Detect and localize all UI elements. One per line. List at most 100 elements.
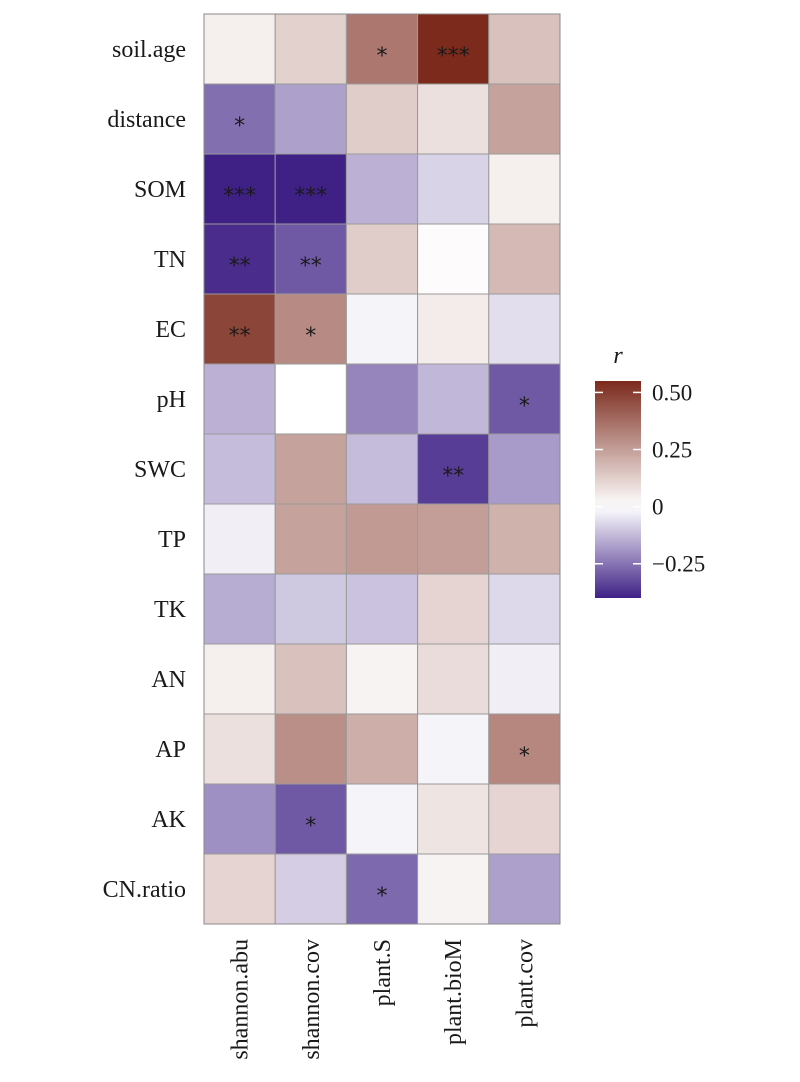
row-label: SWC: [134, 457, 186, 483]
column-label: plant.cov: [512, 939, 538, 1028]
heatmap-cell: [488, 783, 561, 855]
row-label: distance: [107, 107, 186, 133]
heatmap-cell: [203, 223, 276, 295]
heatmap-cell: [488, 433, 561, 505]
heatmap-cell: [203, 363, 276, 435]
heatmap-cell: [345, 643, 419, 715]
heatmap-cell: [417, 503, 490, 575]
significance-mark: ***: [223, 184, 256, 209]
heatmap-cell: [203, 573, 276, 645]
heatmap-cell: [345, 293, 419, 365]
heatmap-cell: [345, 713, 419, 785]
heatmap-cell: [203, 853, 276, 925]
heatmap-cell: [345, 363, 419, 435]
heatmap-cell: [488, 853, 561, 925]
row-label: soil.age: [112, 37, 186, 63]
column-labels: shannon.abu shannon.cov plant.S plant.bioM p…: [228, 939, 539, 1060]
significance-mark: *: [305, 324, 316, 349]
heatmap-cell: [274, 363, 347, 435]
heatmap-cell: [274, 713, 347, 785]
legend-tick-label: −0.25: [652, 552, 705, 577]
column-label: plant.S: [370, 939, 396, 1006]
heatmap-cell: [203, 433, 276, 505]
heatmap-cell: [203, 783, 276, 855]
significance-mark: ***: [437, 44, 470, 69]
heatmap-cell: [488, 223, 561, 295]
heatmap-cell: [274, 433, 347, 505]
heatmap-cell: [417, 713, 490, 785]
heatmap-cell: [345, 153, 419, 225]
heatmap-cell: [345, 783, 419, 855]
heatmap-cell: [417, 363, 490, 435]
heatmap-cell: [274, 853, 347, 925]
row-label: AP: [155, 737, 186, 763]
heatmap-cell: [203, 153, 276, 225]
significance-mark: *: [519, 744, 530, 769]
row-label: TP: [158, 527, 186, 553]
heatmap-cell: [203, 713, 276, 785]
significance-mark: *: [377, 884, 388, 909]
row-label: pH: [157, 387, 186, 413]
heatmap-cell: [203, 503, 276, 575]
heatmap-cell: [203, 13, 276, 85]
row-label: AN: [151, 667, 186, 693]
heatmap-cell: [203, 643, 276, 715]
heatmap-cell: [488, 503, 561, 575]
heatmap-cells: [203, 13, 561, 925]
column-label: shannon.cov: [299, 939, 325, 1060]
heatmap-cell: [488, 293, 561, 365]
heatmap-cell: [417, 83, 490, 155]
heatmap-cell: [345, 83, 419, 155]
heatmap-cell: [345, 503, 419, 575]
legend-tick-label: 0.25: [652, 438, 692, 463]
heatmap-cell: [417, 293, 490, 365]
heatmap-cell: [488, 643, 561, 715]
significance-mark: *: [377, 44, 388, 69]
heatmap-cell: [274, 573, 347, 645]
significance-mark: **: [300, 254, 322, 279]
heatmap-cell: [417, 223, 490, 295]
significance-mark: **: [229, 254, 251, 279]
significance-mark: *: [519, 394, 530, 419]
heatmap-cell: [345, 13, 419, 85]
row-label: TK: [154, 597, 187, 623]
significance-mark: *: [305, 814, 316, 839]
heatmap-cell: [488, 83, 561, 155]
column-label: shannon.abu: [228, 939, 254, 1060]
row-label: CN.ratio: [103, 877, 186, 903]
heatmap-cell: [488, 13, 561, 85]
heatmap-cell: [203, 83, 276, 155]
heatmap-cell: [345, 853, 419, 925]
heatmap-cell: [274, 503, 347, 575]
heatmap-cell: [417, 783, 490, 855]
significance-mark: **: [229, 324, 251, 349]
row-labels: soil.age distance SOM TN EC pH SWC TP TK AN AP AK CN…: [103, 37, 187, 903]
column-label: plant.bioM: [441, 939, 467, 1045]
heatmap-frame: [203, 13, 561, 925]
legend-tick-label: 0: [652, 495, 664, 520]
heatmap-cell: [488, 153, 561, 225]
heatmap-cell: [417, 153, 490, 225]
heatmap-cell: [345, 573, 419, 645]
heatmap-cell: [488, 713, 561, 785]
heatmap-cell: [274, 13, 347, 85]
color-legend: r 0.50 0.25 0 −0.25: [595, 343, 705, 598]
row-label: SOM: [134, 177, 186, 203]
row-label: AK: [151, 807, 186, 833]
heatmap-cell: [417, 643, 490, 715]
row-label: TN: [154, 247, 186, 273]
legend-ticks: 0.50 0.25 0 −0.25: [595, 380, 705, 577]
significance-marks: * ******* ***** **** *******: [223, 44, 530, 909]
row-label: EC: [155, 317, 186, 343]
legend-title: r: [613, 343, 623, 369]
significance-mark: **: [442, 464, 464, 489]
legend-tick-label: 0.50: [652, 380, 692, 405]
heatmap-cell: [417, 853, 490, 925]
heatmap-cell: [345, 433, 419, 505]
heatmap-cell: [417, 573, 490, 645]
significance-mark: *: [234, 114, 245, 139]
significance-mark: ***: [294, 184, 327, 209]
heatmap-cell: [274, 83, 347, 155]
heatmap-cell: [488, 573, 561, 645]
